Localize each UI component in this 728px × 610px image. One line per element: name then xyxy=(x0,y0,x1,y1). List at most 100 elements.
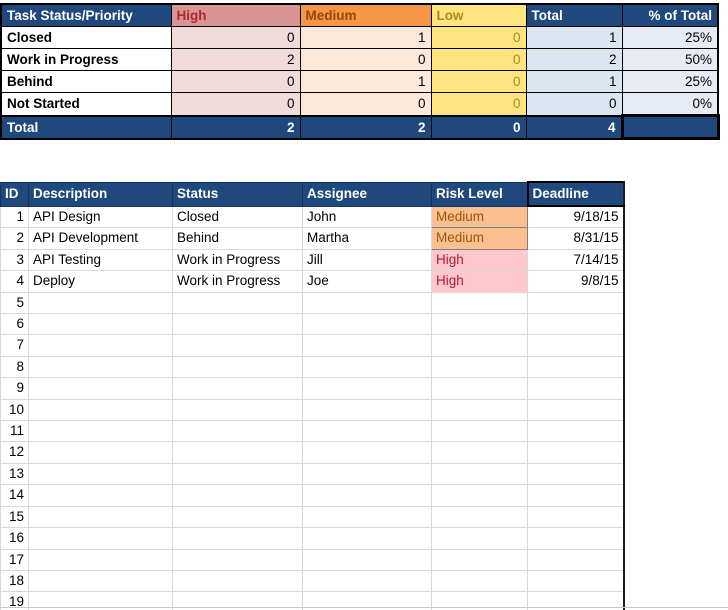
summary-cell[interactable]: 0 xyxy=(430,114,527,139)
cell-id[interactable]: 18 xyxy=(0,569,29,593)
summary-cell[interactable]: 0 xyxy=(430,70,527,93)
cell-description[interactable] xyxy=(28,484,173,507)
cell-status[interactable] xyxy=(172,377,303,400)
cell-id[interactable]: 13 xyxy=(0,462,29,486)
cell-assignee[interactable] xyxy=(302,420,432,443)
summary-cell[interactable]: 0 xyxy=(299,92,432,116)
cell-assignee[interactable]: John xyxy=(302,205,432,229)
cell-description[interactable] xyxy=(28,591,173,610)
column-header-low[interactable]: Low xyxy=(430,3,527,27)
cell-risk-level[interactable] xyxy=(431,484,528,507)
cell-risk-level[interactable]: Medium xyxy=(431,227,528,250)
column-header-risk-level[interactable]: Risk Level xyxy=(431,181,528,207)
cell-assignee[interactable] xyxy=(302,484,432,507)
cell-risk-level[interactable] xyxy=(431,398,528,422)
cell-status[interactable] xyxy=(172,398,303,422)
summary-cell[interactable]: 0 xyxy=(170,70,301,93)
cell-status[interactable] xyxy=(172,505,303,529)
cell-id[interactable]: 11 xyxy=(0,420,29,443)
cell-id[interactable]: 15 xyxy=(0,505,29,529)
cell-assignee[interactable] xyxy=(302,398,432,422)
cell-status[interactable] xyxy=(172,569,303,593)
summary-cell[interactable]: 2 xyxy=(170,114,301,139)
cell-deadline[interactable] xyxy=(527,484,625,507)
cell-assignee[interactable]: Jill xyxy=(302,248,432,272)
cell-deadline[interactable]: 8/31/15 xyxy=(527,227,625,250)
column-header-id[interactable]: ID xyxy=(0,181,29,207)
cell-assignee[interactable] xyxy=(302,355,432,379)
cell-assignee[interactable] xyxy=(302,569,432,593)
cell-description[interactable] xyxy=(28,291,173,315)
cell-assignee[interactable] xyxy=(302,377,432,400)
column-header-status[interactable]: Status xyxy=(172,181,303,207)
row-label-behind[interactable]: Behind xyxy=(0,70,172,93)
cell-deadline[interactable] xyxy=(527,420,625,443)
cell-assignee[interactable] xyxy=(302,462,432,486)
summary-cell[interactable]: 25% xyxy=(621,26,719,49)
cell-deadline[interactable] xyxy=(527,441,625,464)
cell-id[interactable]: 5 xyxy=(0,291,29,315)
cell-id[interactable]: 2 xyxy=(0,227,29,250)
cell-deadline[interactable] xyxy=(527,548,625,571)
cell-risk-level[interactable] xyxy=(431,569,528,593)
cell-status[interactable]: Closed xyxy=(172,205,303,229)
row-label-work-in-progress[interactable]: Work in Progress xyxy=(0,48,172,71)
cell-risk-level[interactable] xyxy=(431,548,528,571)
cell-description[interactable] xyxy=(28,355,173,379)
cell-description[interactable] xyxy=(28,398,173,422)
column-header-pct-of-total[interactable]: % of Total xyxy=(621,3,719,27)
cell-deadline[interactable] xyxy=(527,377,625,400)
column-header-high[interactable]: High xyxy=(170,3,301,27)
cell-status[interactable]: Work in Progress xyxy=(172,248,303,272)
summary-cell[interactable]: 0 xyxy=(430,92,527,116)
cell-description[interactable]: Deploy xyxy=(28,270,173,293)
cell-id[interactable]: 12 xyxy=(0,441,29,464)
summary-corner-header[interactable]: Task Status/Priority xyxy=(0,3,172,27)
cell-id[interactable]: 6 xyxy=(0,313,29,336)
cell-deadline[interactable] xyxy=(527,569,625,593)
cell-risk-level[interactable] xyxy=(431,527,528,550)
cell-assignee[interactable] xyxy=(302,334,432,357)
column-header-deadline[interactable]: Deadline xyxy=(526,181,625,207)
cell-deadline[interactable]: 7/14/15 xyxy=(527,248,625,272)
cell-deadline[interactable] xyxy=(527,591,625,610)
cell-assignee[interactable]: Joe xyxy=(302,270,432,293)
cell-assignee[interactable] xyxy=(302,313,432,336)
cell-id[interactable]: 7 xyxy=(0,334,29,357)
column-header-description[interactable]: Description xyxy=(28,181,173,207)
cell-description[interactable] xyxy=(28,505,173,529)
cell-deadline[interactable] xyxy=(527,527,625,550)
summary-cell[interactable]: 0 xyxy=(299,48,432,71)
cell-id[interactable]: 17 xyxy=(0,548,29,571)
column-header-medium[interactable]: Medium xyxy=(299,3,432,27)
cell-id[interactable]: 1 xyxy=(0,205,29,229)
cell-description[interactable] xyxy=(28,420,173,443)
cell-id[interactable]: 3 xyxy=(0,248,29,272)
cell-deadline[interactable] xyxy=(527,291,625,315)
cell-risk-level[interactable] xyxy=(431,505,528,529)
cell-risk-level[interactable] xyxy=(431,462,528,486)
cell-status[interactable] xyxy=(172,420,303,443)
summary-cell[interactable]: 4 xyxy=(525,114,623,139)
cell-deadline[interactable] xyxy=(527,313,625,336)
cell-id[interactable]: 4 xyxy=(0,270,29,293)
cell-deadline[interactable] xyxy=(527,505,625,529)
summary-cell[interactable]: 25% xyxy=(621,70,719,93)
cell-risk-level[interactable] xyxy=(431,591,528,610)
cell-status[interactable] xyxy=(172,462,303,486)
cell-description[interactable] xyxy=(28,377,173,400)
cell-description[interactable] xyxy=(28,334,173,357)
cell-id[interactable]: 16 xyxy=(0,527,29,550)
cell-status[interactable]: Behind xyxy=(172,227,303,250)
summary-cell[interactable]: 1 xyxy=(525,26,623,49)
summary-cell[interactable]: 2 xyxy=(170,48,301,71)
cell-deadline[interactable] xyxy=(527,355,625,379)
cell-risk-level[interactable]: High xyxy=(431,248,528,272)
cell-risk-level[interactable] xyxy=(431,355,528,379)
cell-assignee[interactable] xyxy=(302,291,432,315)
cell-status[interactable] xyxy=(172,334,303,357)
cell-description[interactable] xyxy=(28,441,173,464)
cell-risk-level[interactable] xyxy=(431,313,528,336)
cell-id[interactable]: 19 xyxy=(0,591,29,610)
cell-description[interactable] xyxy=(28,569,173,593)
